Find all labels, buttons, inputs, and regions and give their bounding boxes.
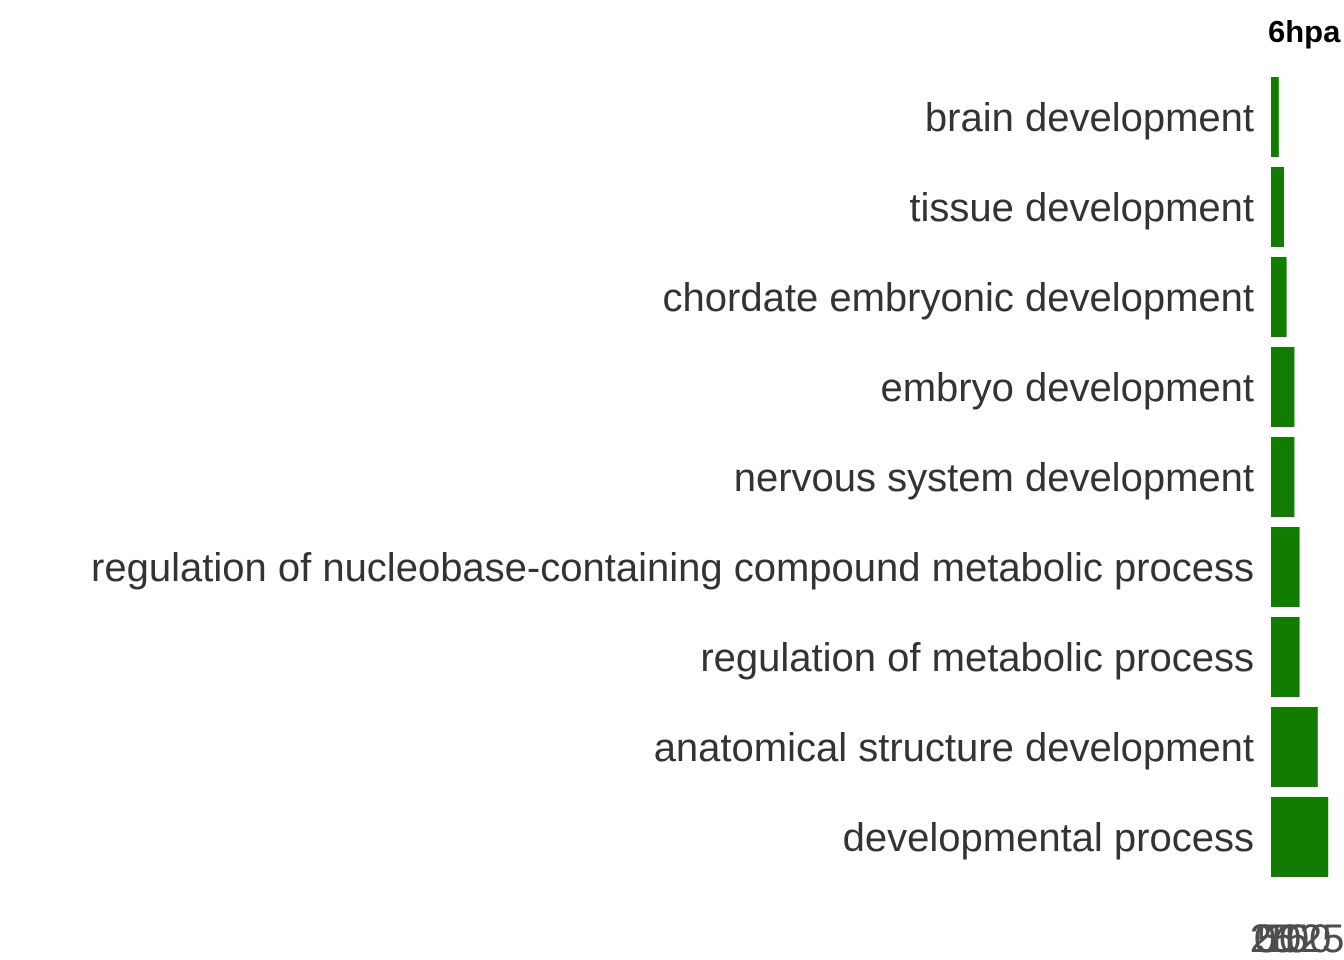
category-label-1: tissue development — [909, 186, 1254, 230]
bars-group — [1271, 77, 1329, 877]
category-label-2: chordate embryonic development — [663, 276, 1254, 320]
x-tick-label-5: 125 — [1278, 917, 1344, 960]
bar-6 — [1271, 617, 1300, 697]
x-tick-label-1: 25 — [1250, 917, 1295, 960]
x-tick-label-0: 0 — [1254, 917, 1276, 960]
bar-1 — [1271, 167, 1284, 247]
bar-7 — [1271, 707, 1318, 787]
bar-4 — [1271, 437, 1295, 517]
x-tick-label-4: 100 — [1265, 917, 1332, 960]
bar-5 — [1271, 527, 1300, 607]
bar-8 — [1271, 797, 1329, 877]
x-tick-label-3: 75 — [1264, 917, 1309, 960]
category-label-7: anatomical structure development — [654, 726, 1254, 770]
bar-0 — [1271, 77, 1279, 157]
panel-title: 6hpa — [1268, 14, 1341, 49]
category-label-4: nervous system development — [734, 456, 1254, 500]
category-label-8: developmental process — [843, 816, 1254, 860]
category-label-5: regulation of nucleobase-containing comp… — [91, 546, 1254, 590]
category-labels-group: brain development tissue development chord… — [91, 96, 1254, 860]
category-label-6: regulation of metabolic process — [700, 636, 1254, 680]
category-label-3: embryo development — [880, 366, 1254, 410]
bar-3 — [1271, 347, 1295, 427]
x-tick-label-2: 50 — [1257, 917, 1302, 960]
bar-2 — [1271, 257, 1287, 337]
category-label-0: brain development — [925, 96, 1254, 140]
